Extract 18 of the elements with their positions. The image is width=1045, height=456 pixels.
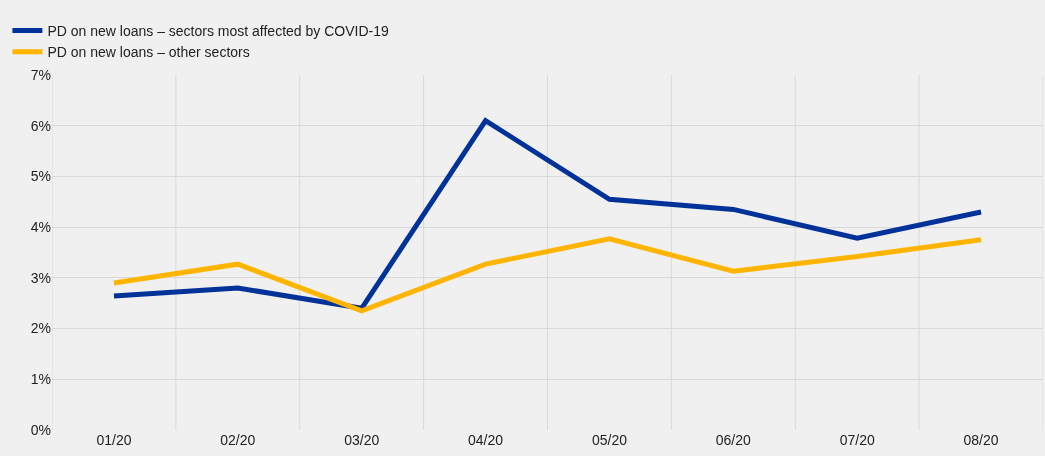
x-tick-label: 03/20 xyxy=(344,432,380,448)
x-tick-label: 05/20 xyxy=(591,432,628,448)
x-tick-label: 07/20 xyxy=(839,432,875,448)
y-tick-label: 7% xyxy=(30,66,51,83)
legend-label: PD on new loans – sectors most affected by COVID-19 xyxy=(47,22,389,39)
x-tick-label: 08/20 xyxy=(963,432,999,448)
x-tick-label: 04/20 xyxy=(468,432,504,448)
legend-label: PD on new loans – other sectors xyxy=(47,44,250,61)
x-tick-label: 02/20 xyxy=(220,432,256,448)
y-tick-label: 1% xyxy=(30,371,51,388)
y-tick-label: 0% xyxy=(30,421,51,438)
y-tick-label: 2% xyxy=(30,320,51,337)
x-tick-label: 06/20 xyxy=(715,432,752,448)
x-tick-label: 01/20 xyxy=(96,432,132,448)
y-tick-label: 3% xyxy=(30,269,51,286)
y-tick-label: 4% xyxy=(30,219,51,236)
y-tick-label: 6% xyxy=(30,117,51,134)
y-tick-label: 5% xyxy=(30,168,51,185)
